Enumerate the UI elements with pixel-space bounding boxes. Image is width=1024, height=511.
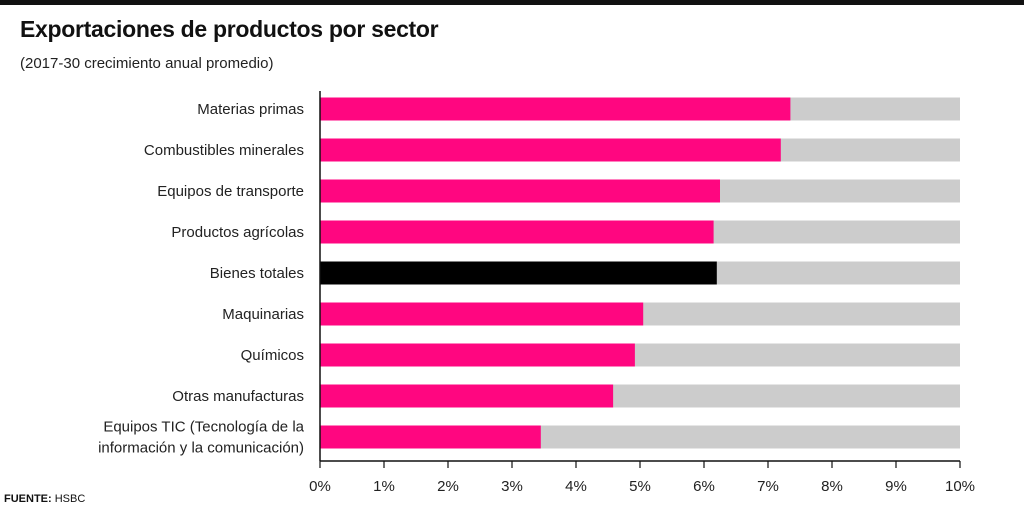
x-tick-label: 9% <box>885 478 907 495</box>
category-label: Maquinarias <box>222 306 304 323</box>
category-label: Materias primas <box>197 101 304 118</box>
x-tick-label: 10% <box>945 478 975 495</box>
x-tick-label: 1% <box>373 478 395 495</box>
category-label: Equipos de transporte <box>157 183 304 200</box>
bar <box>320 179 720 203</box>
chart-title: Exportaciones de productos por sector <box>20 16 439 42</box>
x-tick-label: 3% <box>501 478 523 495</box>
bar <box>320 425 541 449</box>
source-label: FUENTE: <box>4 493 52 505</box>
category-label: Combustibles minerales <box>144 142 304 159</box>
x-tick-label: 8% <box>821 478 843 495</box>
chart-subtitle: (2017-30 crecimiento anual promedio) <box>20 55 274 72</box>
category-label: Bienes totales <box>210 265 304 282</box>
bar-total <box>320 261 717 285</box>
category-label: información y la comunicación) <box>98 440 304 457</box>
bar <box>320 138 781 162</box>
category-label: Otras manufacturas <box>172 388 304 405</box>
x-tick-label: 5% <box>629 478 651 495</box>
source-note: FUENTE: HSBC <box>4 493 85 505</box>
x-tick-label: 6% <box>693 478 715 495</box>
x-tick-label: 0% <box>309 478 331 495</box>
category-label: Químicos <box>241 347 304 364</box>
category-label: Productos agrícolas <box>171 224 304 241</box>
bar <box>320 302 644 326</box>
category-label: Equipos TIC (Tecnología de la <box>103 419 304 436</box>
bar <box>320 220 714 244</box>
x-tick-label: 2% <box>437 478 459 495</box>
bar <box>320 97 791 121</box>
bar <box>320 384 614 408</box>
x-tick-label: 4% <box>565 478 587 495</box>
top-rule <box>0 0 1024 5</box>
source-value: HSBC <box>54 493 86 505</box>
bar <box>320 343 635 367</box>
x-tick-label: 7% <box>757 478 779 495</box>
